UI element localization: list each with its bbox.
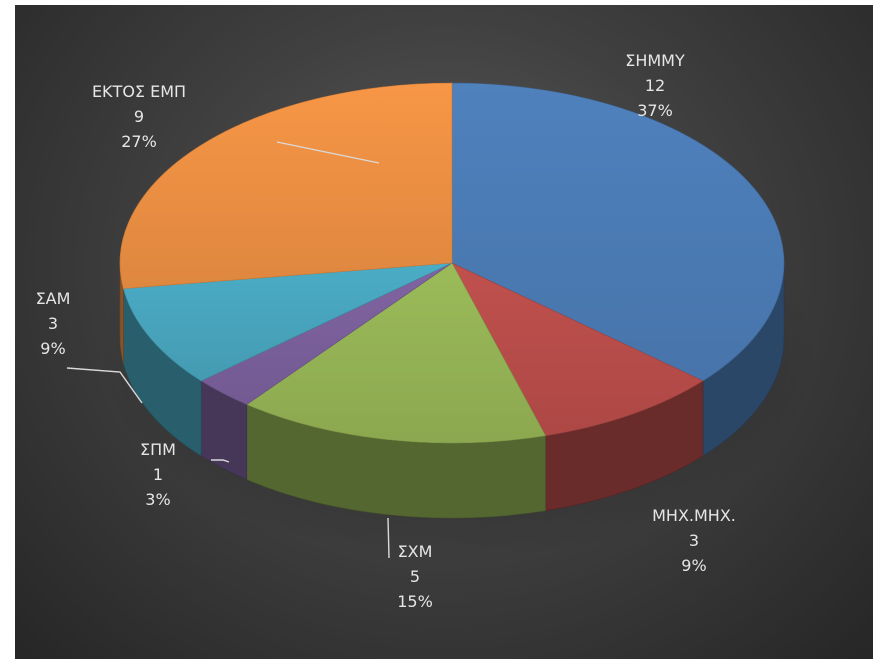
- label-value: 1: [152, 465, 164, 484]
- label-percent: 9%: [40, 339, 66, 358]
- pie-slice-0: [451, 82, 785, 382]
- label-sectors-2: ΣΧΜ 5 15%: [397, 539, 433, 614]
- label-value: 5: [409, 567, 421, 586]
- leader-line-4: [66, 367, 143, 404]
- pie-slice-1: [451, 262, 704, 437]
- chart-area: ΣΗΜΜΥ 12 37% ΜΗΧ.ΜΗΧ. 3 9% ΣΧΜ 5 15% ΣΠΜ…: [15, 5, 873, 659]
- label-sectors-3: ΣΠΜ 1 3%: [140, 437, 176, 512]
- leader-line-3: [211, 459, 230, 463]
- label-sectors-5: ΕΚΤΟΣ ΕΜΠ 9 27%: [92, 79, 186, 154]
- label-name: ΣΧΜ: [397, 542, 433, 561]
- label-name: ΣΠΜ: [140, 440, 176, 459]
- label-percent: 3%: [145, 490, 171, 509]
- label-sectors-1: ΜΗΧ.ΜΗΧ. 3 9%: [652, 503, 736, 578]
- pie-chart: [66, 82, 818, 560]
- label-percent: 27%: [121, 132, 157, 151]
- label-percent: 37%: [637, 101, 673, 120]
- label-name: ΣΗΜΜΥ: [625, 51, 685, 70]
- label-name: ΜΗΧ.ΜΗΧ.: [652, 506, 736, 525]
- leader-line-2: [387, 517, 390, 559]
- label-name: ΕΚΤΟΣ ΕΜΠ: [91, 82, 187, 101]
- label-percent: 9%: [681, 556, 707, 575]
- label-value: 9: [133, 107, 145, 126]
- leader-line-5: [276, 141, 380, 164]
- label-percent: 15%: [397, 592, 433, 611]
- label-value: 12: [644, 76, 666, 95]
- label-name: ΣΑΜ: [35, 289, 71, 308]
- label-value: 3: [47, 314, 59, 333]
- label-sectors-0: ΣΗΜΜΥ 12 37%: [625, 48, 685, 123]
- pie-slice-4: [122, 262, 453, 382]
- label-sectors-4: ΣΑΜ 3 9%: [36, 286, 71, 361]
- pie-slice-5: [119, 82, 453, 289]
- label-value: 3: [688, 531, 700, 550]
- pie-slice-2: [246, 262, 547, 444]
